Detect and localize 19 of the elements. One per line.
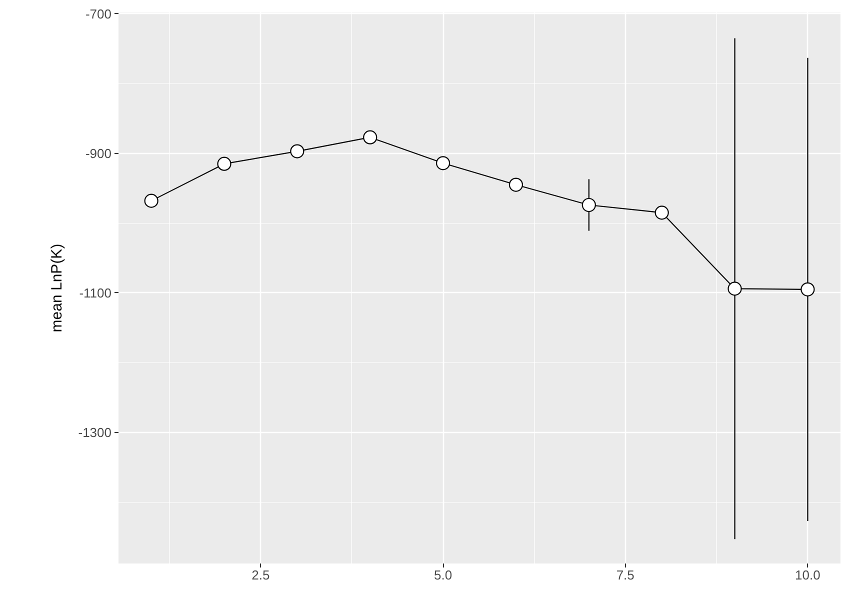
point — [654, 206, 669, 220]
x-tick-label: 5.0 — [434, 568, 452, 582]
y-tick-label: -1300 — [78, 424, 112, 440]
point — [800, 282, 815, 296]
x-tick-label: 10.0 — [795, 568, 820, 582]
point — [363, 130, 378, 144]
x-tick-label: 7.5 — [616, 568, 634, 582]
point — [508, 178, 524, 192]
point — [290, 144, 304, 158]
point — [144, 194, 158, 208]
point — [582, 198, 596, 212]
point — [436, 156, 450, 170]
point — [217, 156, 232, 171]
y-tick-label: -1100 — [79, 285, 112, 300]
point — [728, 282, 742, 296]
y-tick-label: -900 — [85, 146, 112, 161]
y-tick-label: -700 — [85, 6, 112, 22]
x-tick-label: 2.5 — [252, 568, 270, 582]
y-axis-title: mean LnP(K) — [48, 244, 66, 332]
